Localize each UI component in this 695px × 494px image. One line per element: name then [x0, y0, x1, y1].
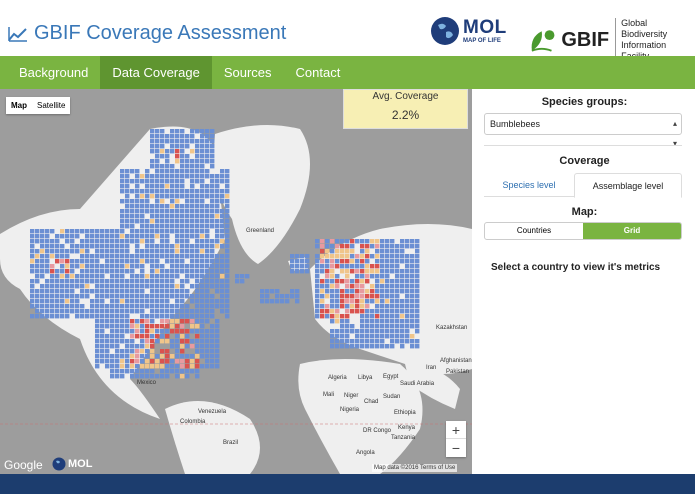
label-colombia: Colombia	[180, 419, 206, 425]
coverage-title: Coverage	[559, 155, 610, 167]
app-title[interactable]: GBIF Coverage Assessment	[8, 22, 286, 45]
zoom-out-button[interactable]: −	[451, 440, 461, 456]
zoom-in-button[interactable]: +	[446, 421, 466, 439]
species-groups-title: Species groups:	[541, 96, 628, 108]
map-mode-title: Map:	[571, 206, 598, 218]
toggle-grid[interactable]: Grid	[583, 223, 681, 239]
africa-landmass	[298, 359, 423, 474]
label-afghanistan: Afghanistan	[440, 358, 472, 364]
map-attribution[interactable]: Map data ©2016 Terms of Use	[372, 464, 458, 472]
label-ethiopia: Ethiopia	[394, 410, 416, 416]
label-iran: Iran	[426, 365, 436, 371]
avg-coverage-box: Avg. Coverage 2.2%	[343, 89, 468, 129]
south-america-landmass	[165, 401, 260, 474]
map-type-control: Map Satellite	[6, 97, 71, 114]
zoom-control: + −	[446, 421, 466, 457]
label-algeria: Algeria	[328, 375, 347, 381]
main-nav: Background Data Coverage Sources Contact	[0, 56, 695, 89]
mol-logo-text: MOL	[463, 17, 507, 38]
label-greenland: Greenland	[246, 228, 274, 234]
globe-icon	[431, 17, 459, 45]
toggle-countries[interactable]: Countries	[516, 226, 552, 235]
gbif-logo-text: GBIF	[561, 28, 610, 51]
coverage-map[interactable]: Greenland Mexico Venezuela Colombia Braz…	[0, 89, 472, 474]
tab-species-level[interactable]: Species level	[502, 180, 556, 190]
species-group-value: Bumblebees	[490, 119, 541, 129]
label-mexico: Mexico	[137, 380, 157, 386]
label-egypt: Egypt	[383, 374, 399, 380]
label-chad: Chad	[364, 399, 378, 405]
label-kenya: Kenya	[398, 425, 416, 431]
divider	[484, 145, 682, 146]
label-nigeria: Nigeria	[340, 407, 360, 413]
label-tanzania: Tanzania	[391, 435, 416, 441]
gbif-subtitle-line1: Global Biodiversity	[621, 18, 668, 39]
chevron-up-down-icon: ▴ ▾	[672, 119, 677, 148]
avg-coverage-value: 2.2%	[391, 108, 420, 122]
footer-bar	[0, 474, 695, 494]
map-type-map[interactable]: Map	[11, 101, 27, 110]
map-mode-toggle: Countries Grid	[484, 222, 682, 240]
label-sudan: Sudan	[383, 394, 400, 400]
avg-coverage-label: Avg. Coverage	[372, 91, 439, 102]
grid-cells	[30, 129, 420, 379]
greenland-landmass	[214, 125, 310, 264]
leaf-icon	[531, 30, 555, 52]
label-niger: Niger	[344, 393, 358, 399]
map-type-satellite[interactable]: Satellite	[37, 101, 66, 110]
trend-chart-icon	[8, 26, 27, 42]
species-group-select[interactable]: Bumblebees ▴ ▾	[484, 113, 682, 148]
label-brazil: Brazil	[223, 440, 238, 446]
tab-assemblage-level[interactable]: Assemblage level	[574, 173, 682, 198]
label-saudi: Saudi Arabia	[400, 381, 435, 387]
map-mol-text: MOL	[68, 458, 93, 470]
coverage-tabs: Species level Assemblage level	[484, 173, 682, 198]
label-angola: Angola	[356, 450, 375, 456]
map-mol-logo[interactable]: MOL	[52, 457, 92, 471]
label-drcongo: DR Congo	[363, 428, 392, 434]
globe-icon	[52, 457, 66, 471]
label-libya: Libya	[358, 375, 373, 381]
arabia-landmass	[405, 364, 460, 409]
nav-contact[interactable]: Contact	[295, 65, 341, 80]
nav-data-coverage[interactable]: Data Coverage	[100, 56, 212, 89]
page-header: GBIF Coverage Assessment MOL MAP OF LIFE…	[0, 0, 695, 62]
app-title-text: GBIF Coverage Assessment	[34, 22, 287, 44]
label-kazakhstan: Kazakhstan	[436, 325, 467, 331]
label-mali: Mali	[323, 392, 334, 398]
label-pakistan: Pakistan	[446, 369, 469, 375]
map-canvas[interactable]: Greenland Mexico Venezuela Colombia Braz…	[0, 89, 472, 474]
side-panel: Species groups: Bumblebees ▴ ▾ Coverage S…	[474, 89, 695, 474]
google-logo[interactable]: Google	[4, 458, 43, 472]
mol-logo[interactable]: MOL MAP OF LIFE	[430, 16, 507, 46]
nav-sources[interactable]: Sources	[223, 65, 272, 80]
nav-background[interactable]: Background	[19, 65, 89, 80]
label-venezuela: Venezuela	[198, 409, 227, 415]
mol-logo-subtext: MAP OF LIFE	[463, 38, 501, 44]
select-country-message: Select a country to view it's metrics	[491, 262, 661, 273]
